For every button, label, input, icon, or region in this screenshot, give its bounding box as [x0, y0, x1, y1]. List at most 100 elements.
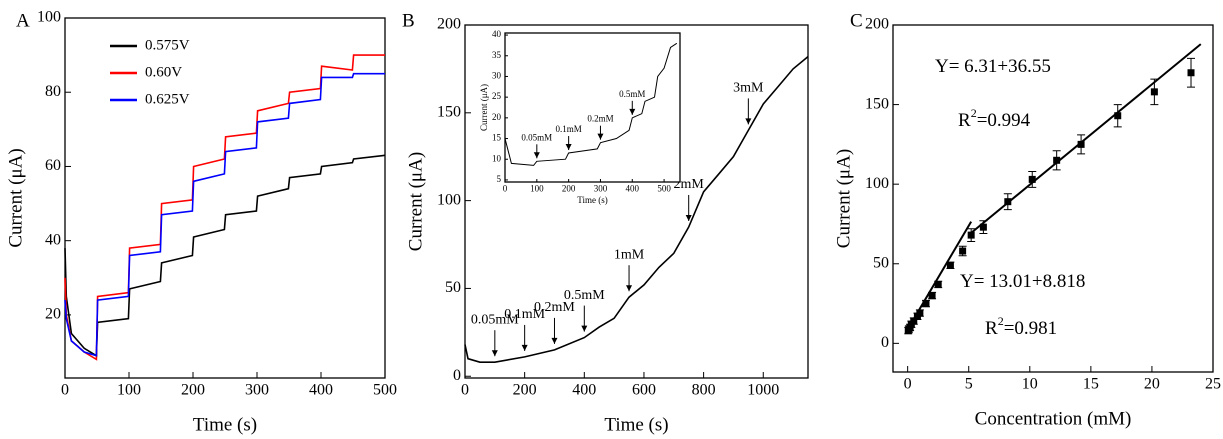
y-tick-label: 100: [865, 175, 889, 192]
annotation-text: 1mM: [614, 247, 645, 262]
data-point: [1187, 69, 1195, 77]
annotation-text: 0.2mM: [534, 300, 575, 315]
annotation-arrowhead: [626, 285, 633, 292]
equation: Y= 13.01+8.818: [960, 271, 1085, 292]
y-tick-label: 25: [492, 91, 502, 101]
y-tick-label: 10: [492, 153, 502, 163]
x-tick-label: 300: [245, 381, 269, 398]
x-tick-label: 400: [572, 381, 596, 398]
data-line: [504, 42, 678, 166]
equation: R2=0.994: [958, 106, 1031, 132]
annotation-arrowhead: [597, 133, 604, 140]
y-tick-label: 50: [445, 279, 461, 296]
y-axis-title: Current (μA): [405, 152, 426, 251]
panel-label: A: [16, 10, 30, 31]
x-tick-label: 500: [657, 183, 671, 193]
y-tick-label: 200: [865, 16, 889, 33]
x-tick-label: 200: [562, 183, 576, 193]
annotation-text: 0.5mM: [564, 288, 605, 303]
equation-text: R: [958, 110, 971, 131]
x-axis-title: Time (s): [604, 414, 668, 435]
data-line: [64, 72, 385, 357]
panel-label: C: [850, 10, 863, 31]
annotation-text: 2mM: [674, 177, 705, 192]
equation-text: Y= 13.01+8.818: [960, 271, 1085, 292]
annotation-arrowhead: [629, 108, 636, 115]
y-tick-label: 0: [453, 367, 461, 384]
equation: Y= 6.31+36.55: [935, 56, 1051, 77]
x-tick-label: 1000: [747, 381, 779, 398]
x-axis-title: Concentration (mM): [975, 408, 1132, 429]
data-point: [967, 231, 975, 239]
x-axis-title: Time (s): [577, 195, 607, 205]
annotation-arrowhead: [533, 152, 540, 159]
annotation-text: 0.5mM: [619, 89, 645, 99]
equation-rest: =0.981: [1004, 318, 1057, 339]
x-tick-label: 300: [594, 183, 608, 193]
y-tick-label: 200: [437, 16, 461, 33]
annotation-text: 0.05mM: [521, 132, 552, 142]
equation-superscript: 2: [971, 106, 977, 120]
x-tick-label: 500: [373, 381, 397, 398]
annotation-arrowhead: [745, 118, 752, 125]
x-tick-label: 0: [503, 183, 508, 193]
x-tick-label: 10: [1022, 375, 1038, 392]
data-point: [916, 309, 924, 317]
equation: R2=0.981: [985, 314, 1057, 340]
y-tick-label: 150: [865, 95, 889, 112]
data-point: [1028, 175, 1036, 183]
data-point: [1114, 112, 1122, 120]
x-tick-label: 400: [626, 183, 640, 193]
x-tick-label: 25: [1205, 375, 1221, 392]
y-axis-title: Current (μA): [5, 148, 26, 247]
x-tick-label: 0: [461, 381, 469, 398]
equation-rest: =0.994: [977, 110, 1031, 131]
x-tick-label: 0: [904, 375, 912, 392]
plot-frame: [464, 24, 809, 379]
panel-label: B: [402, 10, 415, 31]
annotation-arrowhead: [581, 325, 588, 332]
y-tick-label: 100: [37, 9, 61, 26]
y-tick-label: 100: [437, 191, 461, 208]
x-tick-label: 200: [181, 381, 205, 398]
annotation-arrowhead: [551, 337, 558, 344]
plot-frame: [892, 24, 1214, 373]
annotation-text: 0.1mM: [556, 124, 582, 134]
y-tick-label: 20: [492, 112, 502, 122]
y-tick-label: 60: [45, 157, 61, 174]
y-tick-label: 15: [492, 133, 502, 143]
legend-label: 0.575V: [145, 37, 190, 53]
equation-text: R: [985, 318, 998, 339]
annotation-text: 0.2mM: [587, 114, 613, 124]
x-tick-label: 800: [692, 381, 716, 398]
annotation-text: 0.1mM: [504, 307, 545, 322]
legend-label: 0.60V: [145, 64, 182, 80]
x-tick-label: 200: [513, 381, 537, 398]
annotation-arrowhead: [565, 144, 572, 151]
data-point: [979, 223, 987, 231]
x-axis-title: Time (s): [193, 414, 257, 435]
x-tick-label: 600: [632, 381, 656, 398]
data-point: [1004, 198, 1012, 206]
y-tick-label: 35: [492, 50, 502, 60]
annotation-arrowhead: [685, 214, 692, 221]
data-point: [1077, 140, 1085, 148]
x-tick-label: 100: [530, 183, 544, 193]
data-point: [959, 247, 967, 255]
x-tick-label: 15: [1083, 375, 1099, 392]
y-axis-title: Current (μA): [479, 84, 489, 131]
x-tick-label: 100: [117, 381, 141, 398]
y-tick-label: 80: [45, 83, 61, 100]
equation-superscript: 2: [998, 314, 1004, 328]
data-point: [1150, 88, 1158, 96]
data-point: [910, 317, 918, 325]
y-tick-label: 5: [497, 174, 502, 184]
inset-background: [505, 33, 680, 182]
annotation-arrowhead: [491, 350, 498, 357]
data-line: [64, 154, 386, 358]
y-tick-label: 40: [492, 29, 502, 39]
data-point: [922, 300, 930, 308]
x-tick-label: 400: [309, 381, 333, 398]
data-point: [1053, 156, 1061, 164]
